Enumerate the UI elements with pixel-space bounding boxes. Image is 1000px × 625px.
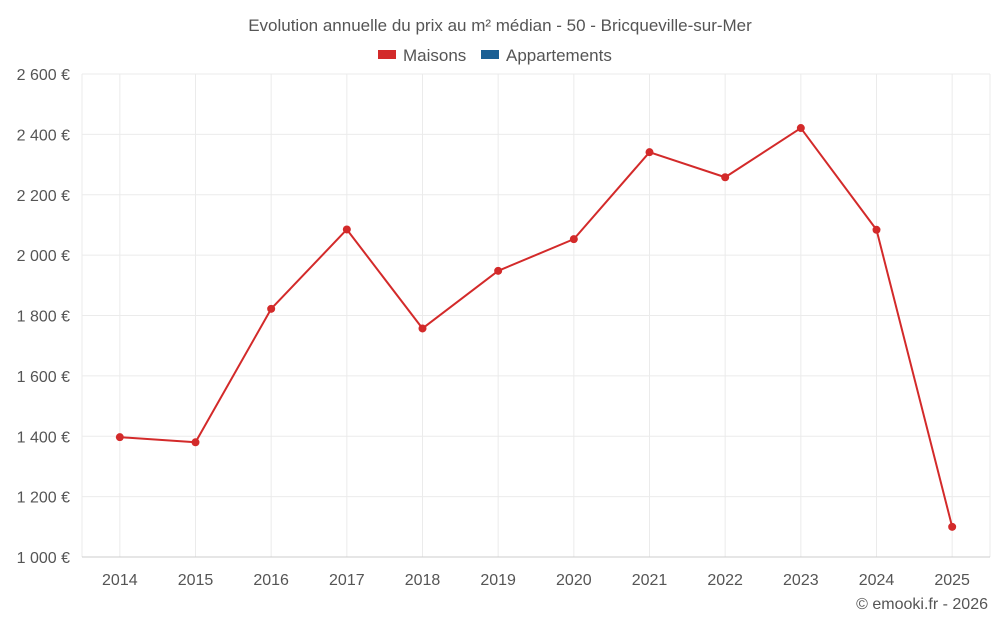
y-tick-label: 1 400 €: [17, 429, 70, 446]
legend-swatch-appartements: [481, 50, 499, 59]
data-point-2023[interactable]: [796, 124, 805, 133]
legend: Maisons Appartements: [378, 46, 612, 65]
data-point-2019[interactable]: [494, 266, 503, 275]
y-tick-label: 2 600 €: [17, 67, 70, 84]
data-point-2015[interactable]: [191, 438, 200, 447]
data-point-2014[interactable]: [115, 433, 124, 442]
legend-swatch-maisons: [378, 50, 396, 59]
y-gridlines: [82, 73, 990, 558]
series-line-maisons: [119, 127, 954, 528]
y-tick-label: 1 000 €: [17, 550, 70, 567]
x-tick-label: 2020: [556, 572, 592, 589]
x-tick-label: 2022: [707, 572, 743, 589]
data-point-2024[interactable]: [872, 225, 881, 234]
legend-item-appartements[interactable]: Appartements: [481, 46, 612, 65]
x-tick-label: 2015: [178, 572, 214, 589]
data-point-2016[interactable]: [267, 304, 276, 313]
legend-item-maisons[interactable]: Maisons: [378, 46, 466, 65]
y-tick-label: 2 200 €: [17, 188, 70, 205]
y-axis-labels: 1 000 € 1 200 € 1 400 € 1 600 € 1 800 € 2 000…: [17, 67, 70, 567]
y-tick-label: 2 000 €: [17, 248, 70, 265]
x-tick-label: 2021: [632, 572, 668, 589]
data-point-2020[interactable]: [569, 235, 578, 244]
data-point-2025[interactable]: [948, 522, 957, 531]
x-tick-label: 2025: [934, 572, 970, 589]
series-lines: [119, 127, 954, 528]
x-gridlines: [81, 74, 991, 557]
x-axis-labels: 2014 2015 2016 2017 2018 2019 2020 2021 2022 2023…: [102, 572, 970, 589]
x-tick-label: 2024: [859, 572, 895, 589]
data-point-2022[interactable]: [721, 173, 730, 182]
x-tick-label: 2019: [480, 572, 516, 589]
legend-label-maisons: Maisons: [403, 46, 466, 65]
data-point-2018[interactable]: [418, 324, 427, 333]
x-tick-label: 2016: [253, 572, 289, 589]
credit: © emooki.fr - 2026: [856, 596, 988, 613]
data-point-2021[interactable]: [645, 148, 654, 157]
y-tick-label: 2 400 €: [17, 127, 70, 144]
y-tick-label: 1 200 €: [17, 490, 70, 507]
x-tick-label: 2017: [329, 572, 365, 589]
x-tick-label: 2023: [783, 572, 819, 589]
chart-title: Evolution annuelle du prix au m² médian …: [248, 16, 752, 35]
x-tick-label: 2014: [102, 572, 138, 589]
data-point-2017[interactable]: [342, 225, 351, 234]
series-points: [115, 124, 957, 531]
x-tick-label: 2018: [405, 572, 441, 589]
legend-label-appartements: Appartements: [506, 46, 612, 65]
y-tick-label: 1 800 €: [17, 309, 70, 326]
y-tick-label: 1 600 €: [17, 369, 70, 386]
